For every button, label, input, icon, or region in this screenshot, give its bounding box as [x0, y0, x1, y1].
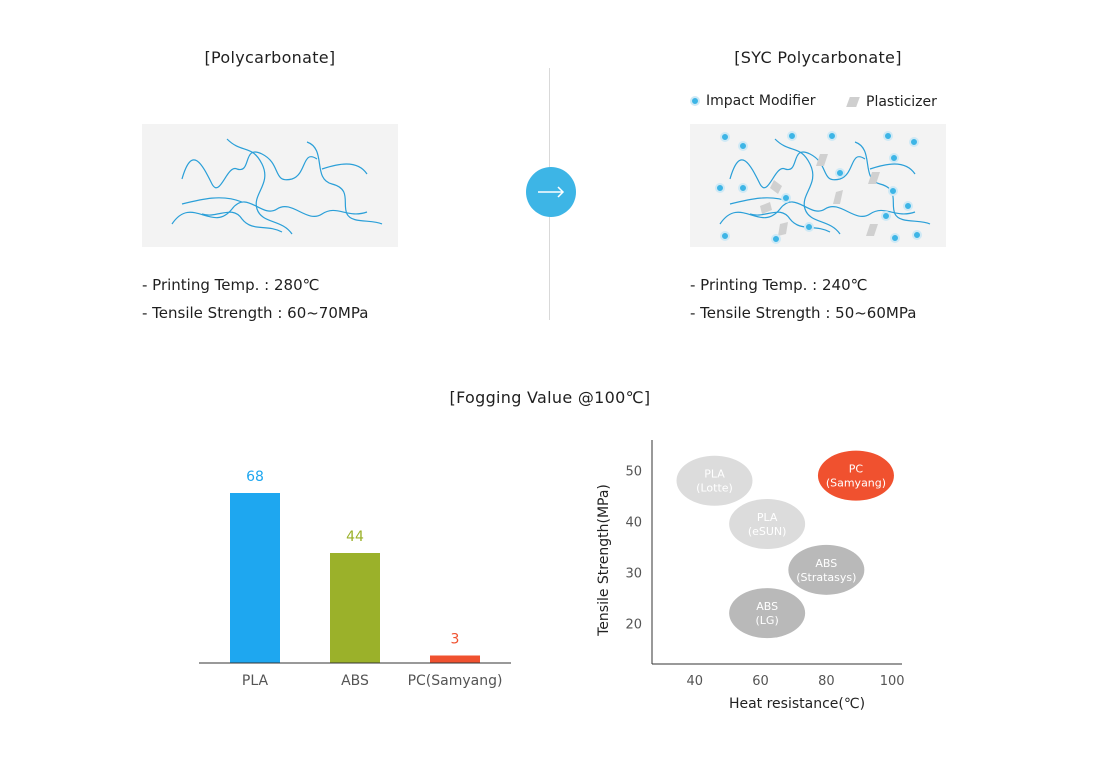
bar-abs: [330, 553, 380, 663]
polycarbonate-spec-temp: - Printing Temp. : 280℃: [142, 276, 320, 294]
bubble-abs-lg: ABS(LG): [729, 588, 806, 639]
bubble-shape: [676, 455, 753, 506]
bubble-pc-samyang: PC(Samyang): [817, 450, 894, 501]
bar-value-label: 44: [346, 529, 364, 545]
bubble-label-line2: (Stratasys): [796, 571, 856, 584]
bar-value-label: 68: [246, 469, 264, 485]
bubble-shape: [729, 588, 806, 639]
bar-category-label: PLA: [242, 673, 269, 689]
bubble-label-line1: PLA: [757, 511, 778, 524]
bubble-label-line1: PC: [849, 463, 864, 476]
bar-pla: [230, 493, 280, 663]
bubble-label-line2: (eSUN): [748, 525, 787, 538]
polycarbonate-spec-tensile: - Tensile Strength : 60~70MPa: [142, 304, 369, 322]
x-tick-label: 100: [880, 674, 905, 689]
bubble-label-line1: ABS: [815, 557, 837, 570]
legend-plasticizer: Plasticizer: [846, 94, 937, 110]
legend-impact-modifier-label: Impact Modifier: [706, 93, 816, 109]
x-tick-label: 40: [686, 674, 703, 689]
x-axis-title: Heat resistance(℃): [729, 696, 865, 712]
y-tick-label: 40: [625, 515, 642, 530]
x-tick-label: 60: [752, 674, 769, 689]
arrow-glyph: [538, 186, 565, 198]
syc-polycarbonate-title: [SYC Polycarbonate]: [734, 48, 902, 67]
bubble-shape: [817, 450, 894, 501]
syc-spec-tensile: - Tensile Strength : 50~60MPa: [690, 304, 917, 322]
y-tick-label: 20: [625, 617, 642, 632]
bubble-label-line1: ABS: [756, 600, 778, 613]
syc-spec-temp: - Printing Temp. : 240℃: [690, 276, 868, 294]
arrow-right-icon: [526, 167, 576, 217]
bar-category-label: PC(Samyang): [408, 673, 503, 689]
syc-structure-diagram: [690, 124, 946, 247]
polycarbonate-title: [Polycarbonate]: [204, 48, 336, 67]
polycarbonate-structure-diagram: [142, 124, 398, 247]
fogging-bar-chart: 68 PLA 44 ABS 3 PC(Samyang): [199, 469, 511, 689]
bubble-label-line1: PLA: [704, 468, 725, 481]
bubble-label-line2: (Lotte): [696, 482, 733, 495]
bubble-shape: [788, 544, 865, 595]
bubble-label-line2: (LG): [756, 614, 779, 627]
plasticizer-flake-icon: [846, 97, 860, 107]
bubble-label-line2: (Samyang): [826, 477, 886, 490]
bubble-pla-lotte: PLA(Lotte): [676, 455, 753, 506]
impact-modifier-dot-icon: [690, 96, 700, 106]
x-tick-label: 80: [818, 674, 835, 689]
y-axis-title: Tensile Strength(MPa): [596, 484, 612, 637]
modified-polymer-figure: [715, 131, 931, 244]
bubble-pla-esun: PLA(eSUN): [729, 499, 806, 549]
y-tick-label: 50: [625, 465, 642, 480]
bubble-abs-stratasys: ABS(Stratasys): [788, 544, 865, 595]
y-tick-label: 30: [625, 566, 642, 581]
polymer-chains-figure: [171, 138, 383, 235]
bar-pcsamyang: [430, 655, 480, 663]
bar-category-label: ABS: [341, 673, 369, 689]
legend-impact-modifier: Impact Modifier: [690, 93, 815, 109]
bar-value-label: 3: [451, 632, 460, 648]
legend-plasticizer-label: Plasticizer: [866, 94, 937, 110]
bubble-shape: [729, 499, 806, 549]
fogging-title: [Fogging Value @100℃]: [449, 388, 651, 407]
tensile-heat-scatter-chart: 40 60 80 100 20 30 40 50 Heat resistance(℃) Tensi…: [596, 440, 905, 712]
